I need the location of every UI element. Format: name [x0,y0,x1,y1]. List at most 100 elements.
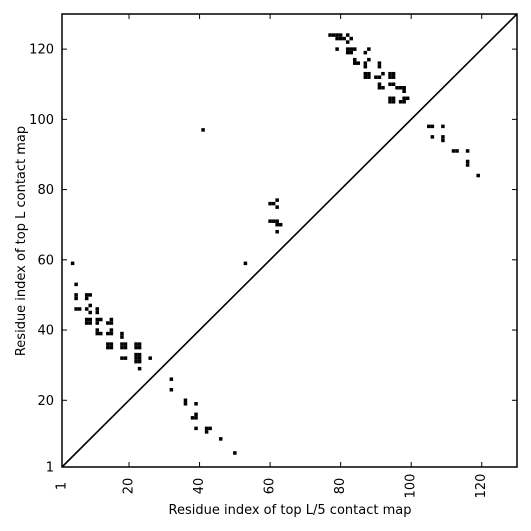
contact-point [388,82,392,86]
contact-point [183,398,188,403]
x-tick-label: 20 [122,478,137,495]
contact-points [70,33,480,455]
x-tick-label: 120 [474,474,489,499]
contact-point [99,331,103,336]
contact-point [349,47,353,51]
axis-ticks [61,14,517,468]
contact-point [363,71,368,76]
contact-point [338,36,343,41]
contact-point [95,331,100,336]
contact-point [374,75,378,79]
contact-point [381,71,385,76]
contact-point [84,317,89,322]
contact-point [398,100,403,104]
contact-point [363,64,368,69]
contact-point [338,33,343,37]
contact-point [388,100,392,104]
contact-point [95,317,100,322]
contact-point [275,205,279,209]
contact-point [190,416,195,420]
contact-point [352,47,357,51]
contact-point [427,124,431,129]
contact-point [77,307,82,311]
contact-point [95,307,100,311]
contact-point [278,222,283,227]
contact-point [405,96,410,101]
contact-point [194,402,198,406]
contact-point [204,430,209,434]
contact-point [367,47,371,51]
contact-point [402,85,406,90]
contact-point [109,331,114,336]
contact-point [120,342,124,346]
contact-point [137,356,142,360]
contact-point [391,82,396,86]
contact-point [352,57,357,62]
contact-point [88,317,92,322]
contact-point [391,100,396,104]
contact-point [377,75,382,79]
y-axis-title: Residue index of top L contact map [14,126,29,356]
contact-point [120,345,124,350]
contact-point [95,328,100,332]
x-axis-title: Residue index of top L/5 contact map [169,503,412,518]
contact-point [84,321,89,325]
contact-point [268,201,272,206]
contact-point [349,36,353,41]
contact-point [430,135,435,139]
contact-point [84,307,89,311]
contact-point [395,85,399,90]
contact-point [106,342,110,346]
contact-point [134,342,138,346]
x-tick-label: 80 [333,478,348,495]
contact-point [388,96,392,101]
contact-point [70,261,75,266]
contact-point [99,317,103,322]
contact-point [363,61,368,65]
contact-point [441,135,445,139]
contact-point [377,61,382,65]
contact-point [377,82,382,86]
contact-point [367,57,371,62]
contact-point [109,345,114,350]
contact-point [74,293,78,297]
contact-point [169,377,174,381]
contact-point [194,412,198,417]
y-tick-label: 100 [29,113,54,128]
contact-point [95,321,100,325]
contact-point [377,64,382,69]
contact-point [88,293,92,297]
contact-point [84,296,89,301]
contact-point [363,50,368,55]
contact-point [201,128,205,132]
contact-point [328,33,332,37]
contact-point [134,345,138,350]
contact-point [88,321,92,325]
y-tick-label: 1 [46,461,54,476]
contact-point [275,198,279,202]
contact-point [123,342,128,346]
contact-point [352,61,357,65]
contact-point [84,293,89,297]
contact-point [398,85,403,90]
contact-point [194,426,198,431]
contact-point [367,71,371,76]
plot-frame [61,13,518,468]
contact-point [218,437,223,441]
y-tick-label: 40 [37,324,54,339]
contact-point [194,416,198,420]
contact-point [109,321,114,325]
y-tick-label: 20 [37,394,54,409]
contact-point [74,282,78,287]
y-tick-label: 60 [37,253,54,268]
contact-point [465,149,470,153]
contact-point [335,47,339,51]
contact-point [120,356,124,360]
contact-point [233,451,237,455]
y-tick-label: 120 [29,43,54,58]
contact-point [169,387,174,392]
contact-point [275,229,279,234]
contact-point [137,345,142,350]
